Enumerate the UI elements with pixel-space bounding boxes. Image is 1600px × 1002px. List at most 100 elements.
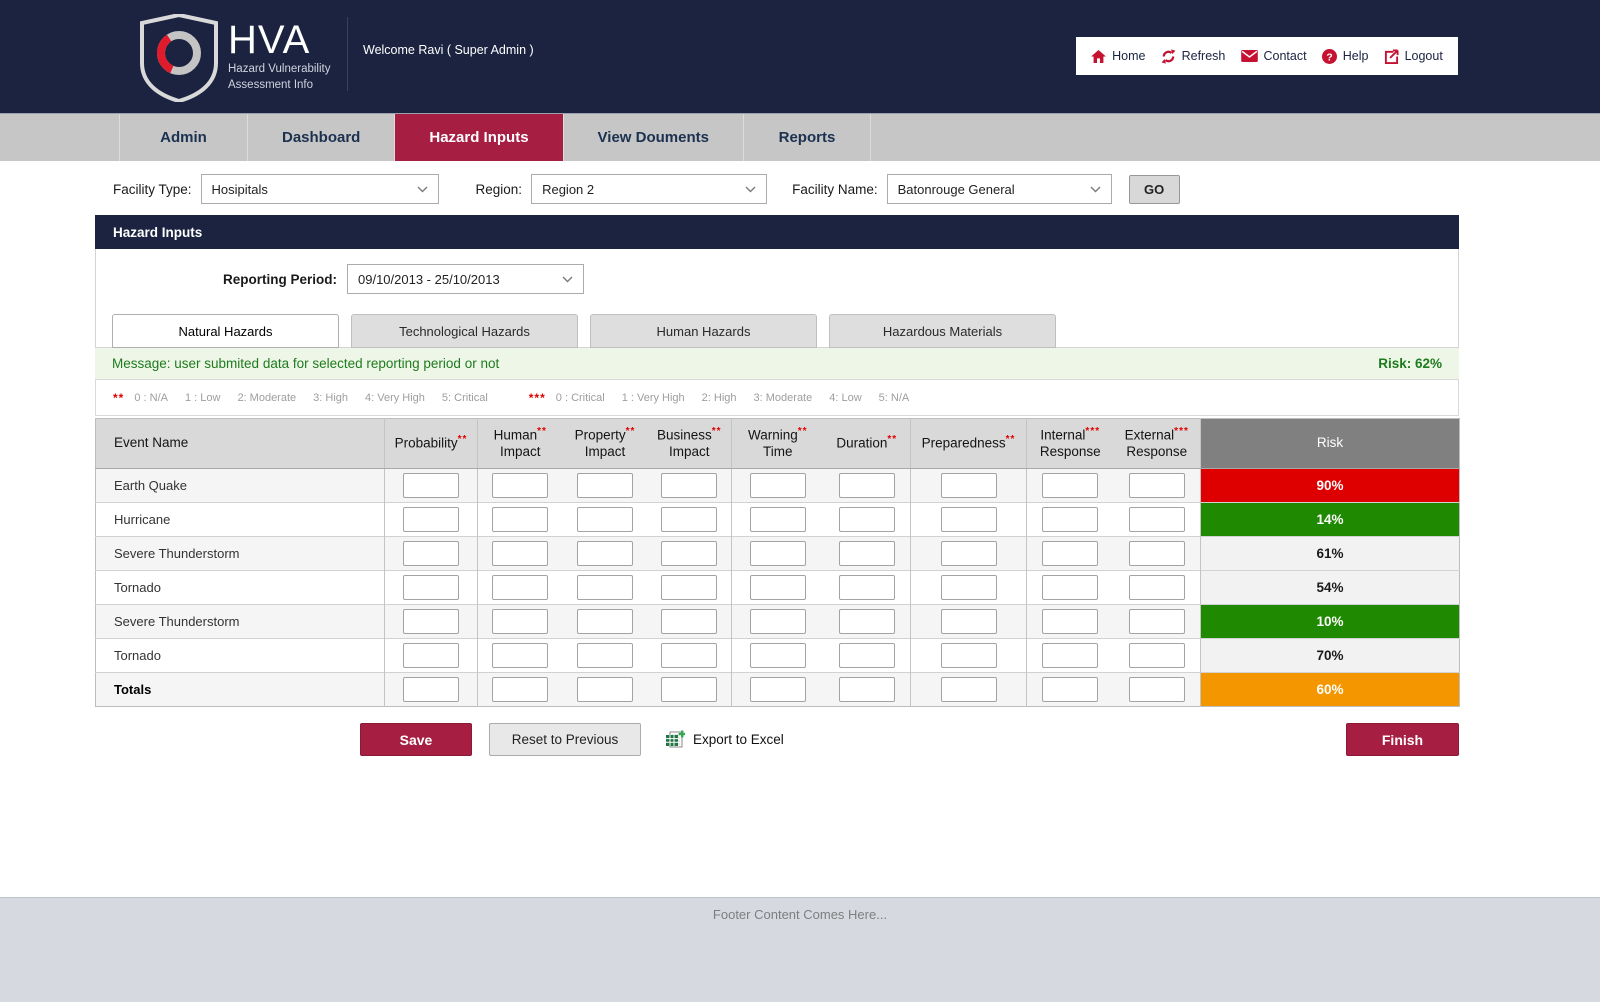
- save-button[interactable]: Save: [360, 723, 472, 756]
- table-header-row: Event Name Probability** Human** Impact Prop…: [95, 418, 1460, 469]
- input-preparedness[interactable]: [940, 643, 997, 668]
- input-probability[interactable]: [403, 643, 459, 668]
- input-external-response[interactable]: [1128, 609, 1185, 634]
- nav-tab-dashboard[interactable]: Dashboard: [247, 114, 394, 161]
- input-warning-time[interactable]: [749, 677, 806, 702]
- refresh-icon: [1161, 48, 1176, 64]
- input-duration[interactable]: [838, 541, 895, 566]
- risk-value-cell: 54%: [1200, 570, 1460, 605]
- hazard-tab-technological-hazards[interactable]: Technological Hazards: [351, 314, 578, 348]
- header-line1: Risk: [1316, 435, 1344, 451]
- nav-tab-hazard-inputs[interactable]: Hazard Inputs: [394, 114, 563, 161]
- input-warning-time[interactable]: [749, 473, 806, 498]
- nav-tab-view-douments[interactable]: View Douments: [562, 114, 743, 161]
- input-duration[interactable]: [838, 507, 895, 532]
- quicklink-contact[interactable]: Contact: [1240, 49, 1307, 63]
- region-select[interactable]: Region 2: [531, 174, 768, 204]
- input-warning-time[interactable]: [749, 609, 806, 634]
- input-cell-duration: [823, 638, 911, 673]
- input-probability[interactable]: [403, 507, 459, 532]
- input-property-impact[interactable]: [577, 541, 633, 566]
- input-warning-time[interactable]: [749, 507, 806, 532]
- reporting-period-select[interactable]: 09/10/2013 - 25/10/2013: [347, 264, 584, 294]
- input-duration[interactable]: [838, 575, 895, 600]
- input-cell-external-response: [1113, 672, 1201, 707]
- input-human-impact[interactable]: [492, 575, 549, 600]
- input-warning-time[interactable]: [749, 643, 806, 668]
- input-preparedness[interactable]: [940, 473, 997, 498]
- input-preparedness[interactable]: [940, 677, 997, 702]
- input-property-impact[interactable]: [577, 507, 633, 532]
- required-stars: **: [625, 425, 636, 437]
- input-duration[interactable]: [838, 473, 895, 498]
- quicklink-logout[interactable]: Logout: [1384, 48, 1443, 64]
- quicklink-home[interactable]: Home: [1091, 49, 1145, 63]
- reset-to-previous-button[interactable]: Reset to Previous: [489, 723, 641, 756]
- input-business-impact[interactable]: [661, 507, 718, 532]
- quicklink-help[interactable]: ? Help: [1321, 48, 1368, 64]
- input-probability[interactable]: [403, 575, 459, 600]
- input-cell-preparedness: [910, 638, 1027, 673]
- input-external-response[interactable]: [1128, 643, 1185, 668]
- input-external-response[interactable]: [1128, 473, 1185, 498]
- input-internal-response[interactable]: [1042, 609, 1099, 634]
- input-external-response[interactable]: [1128, 507, 1185, 532]
- hazard-tab-human-hazards[interactable]: Human Hazards: [590, 314, 817, 348]
- input-preparedness[interactable]: [940, 541, 997, 566]
- input-business-impact[interactable]: [661, 609, 718, 634]
- input-internal-response[interactable]: [1042, 473, 1099, 498]
- input-business-impact[interactable]: [661, 575, 718, 600]
- input-property-impact[interactable]: [577, 473, 633, 498]
- input-human-impact[interactable]: [492, 677, 549, 702]
- input-business-impact[interactable]: [661, 541, 718, 566]
- input-preparedness[interactable]: [940, 575, 997, 600]
- input-preparedness[interactable]: [940, 507, 997, 532]
- input-probability[interactable]: [403, 609, 459, 634]
- input-human-impact[interactable]: [492, 643, 549, 668]
- logo-subtitle-1: Hazard Vulnerability: [228, 63, 331, 75]
- input-probability[interactable]: [403, 677, 459, 702]
- input-warning-time[interactable]: [749, 541, 806, 566]
- input-probability[interactable]: [403, 473, 459, 498]
- hazard-tab-hazardous-materials[interactable]: Hazardous Materials: [829, 314, 1056, 348]
- input-duration[interactable]: [838, 609, 895, 634]
- nav-tab-reports[interactable]: Reports: [742, 114, 871, 161]
- input-internal-response[interactable]: [1042, 677, 1099, 702]
- chevron-down-icon: [745, 186, 756, 192]
- input-business-impact[interactable]: [661, 473, 718, 498]
- nav-tab-admin[interactable]: Admin: [119, 114, 247, 161]
- input-human-impact[interactable]: [492, 541, 549, 566]
- input-preparedness[interactable]: [940, 609, 997, 634]
- input-internal-response[interactable]: [1042, 541, 1099, 566]
- export-to-excel-link[interactable]: Export to Excel: [665, 730, 784, 749]
- input-external-response[interactable]: [1128, 575, 1185, 600]
- input-human-impact[interactable]: [492, 609, 549, 634]
- input-property-impact[interactable]: [577, 609, 633, 634]
- input-property-impact[interactable]: [577, 677, 633, 702]
- quicklink-refresh[interactable]: Refresh: [1161, 48, 1225, 64]
- input-external-response[interactable]: [1128, 541, 1185, 566]
- go-button[interactable]: GO: [1128, 174, 1180, 204]
- input-probability[interactable]: [403, 541, 459, 566]
- finish-button[interactable]: Finish: [1346, 723, 1459, 756]
- input-external-response[interactable]: [1128, 677, 1185, 702]
- home-icon: [1091, 49, 1107, 63]
- input-business-impact[interactable]: [661, 677, 718, 702]
- facility-type-select[interactable]: Hosipitals: [200, 174, 439, 204]
- input-property-impact[interactable]: [577, 643, 633, 668]
- quicklink-label: Home: [1112, 49, 1146, 63]
- legend-item: 2: High: [701, 391, 737, 404]
- hazard-tab-natural-hazards[interactable]: Natural Hazards: [112, 314, 339, 348]
- input-human-impact[interactable]: [492, 473, 549, 498]
- input-duration[interactable]: [838, 643, 895, 668]
- input-internal-response[interactable]: [1042, 575, 1099, 600]
- input-cell-business-impact: [647, 536, 732, 571]
- input-internal-response[interactable]: [1042, 507, 1099, 532]
- input-human-impact[interactable]: [492, 507, 549, 532]
- input-business-impact[interactable]: [661, 643, 718, 668]
- input-internal-response[interactable]: [1042, 643, 1099, 668]
- input-property-impact[interactable]: [577, 575, 633, 600]
- input-warning-time[interactable]: [749, 575, 806, 600]
- facility-name-select[interactable]: Batonrouge General: [886, 174, 1112, 204]
- input-duration[interactable]: [838, 677, 895, 702]
